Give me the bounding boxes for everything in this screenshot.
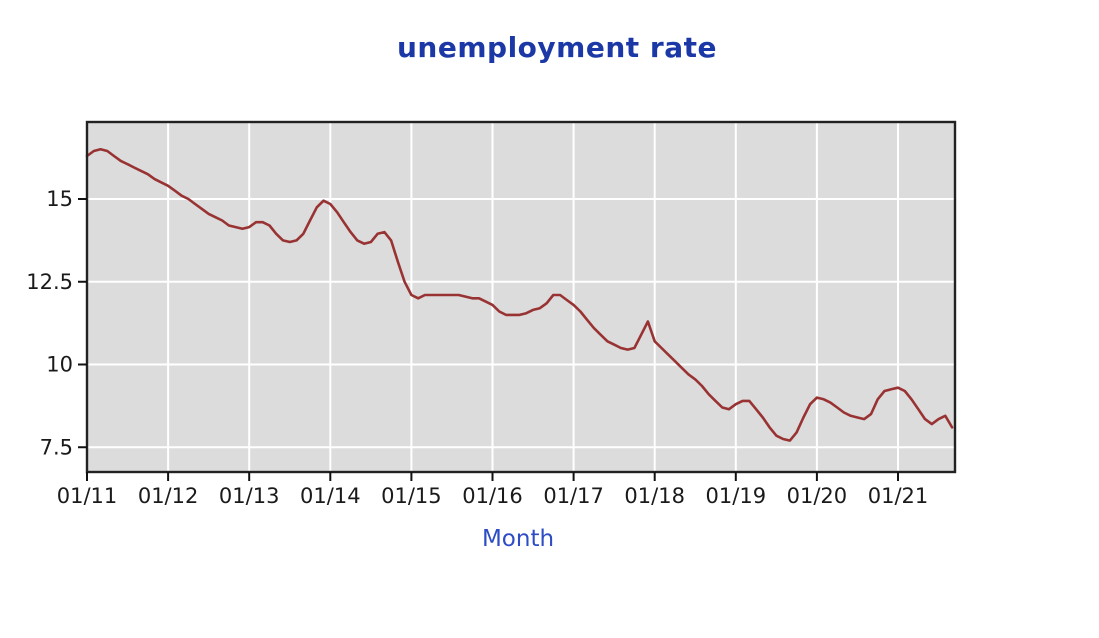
chart-title: unemployment rate bbox=[397, 31, 717, 64]
x-tick-label: 01/13 bbox=[219, 484, 280, 508]
y-tick-label: 12.5 bbox=[26, 270, 73, 294]
x-tick-label: 01/12 bbox=[138, 484, 199, 508]
unemployment-rate-line bbox=[85, 148, 954, 442]
x-tick-label: 01/21 bbox=[868, 484, 929, 508]
plot-background bbox=[87, 122, 955, 472]
x-tick-label: 01/20 bbox=[787, 484, 848, 508]
x-tick-label: 01/18 bbox=[624, 484, 685, 508]
x-tick-label: 01/19 bbox=[706, 484, 767, 508]
y-tick-label: 15 bbox=[46, 187, 73, 211]
y-tick-label: 10 bbox=[46, 353, 73, 377]
x-axis-label: Month bbox=[482, 526, 554, 552]
x-tick-label: 01/17 bbox=[543, 484, 604, 508]
plot-area: 15 12.5 10 7.5 01/11 01/12 01/13 01/14 01/15 01/1… bbox=[26, 120, 957, 508]
x-tick-label: 01/15 bbox=[381, 484, 442, 508]
y-tick-label: 7.5 bbox=[40, 435, 73, 459]
x-tick-label: 01/11 bbox=[57, 484, 118, 508]
x-tick-label: 01/16 bbox=[462, 484, 523, 508]
x-tick-label: 01/14 bbox=[300, 484, 361, 508]
plot-border bbox=[85, 120, 957, 474]
